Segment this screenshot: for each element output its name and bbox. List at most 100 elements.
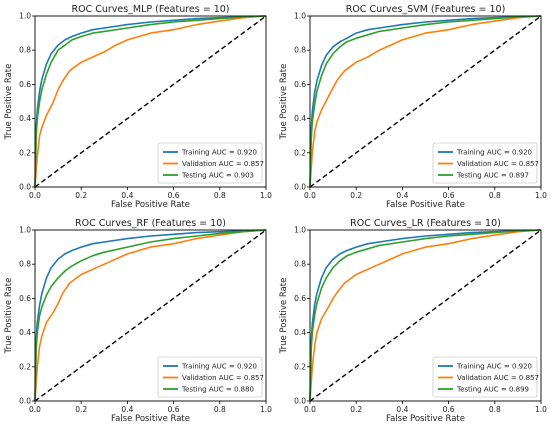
series-line-1: [309, 15, 542, 188]
y-tick-label: 0.6: [294, 80, 306, 89]
x-tick-label: 1.0: [260, 191, 272, 200]
legend-label-2: Testing AUC = 0.899: [456, 386, 529, 394]
x-axis-label: False Positive Rate: [111, 414, 190, 424]
x-tick-label: 0.2: [75, 405, 87, 414]
legend-label-1: Validation AUC = 0.857: [182, 374, 264, 382]
legend-box: [432, 142, 538, 184]
y-tick-label: 0.8: [19, 46, 31, 55]
series-line-2: [309, 229, 542, 402]
chart-title: ROC Curves_RF (Features = 10): [75, 218, 226, 229]
y-tick-label: 0.6: [19, 294, 31, 303]
roc-chart-svm: ROC Curves_SVM (Features = 10) 0.00.0 0.2 0…: [279, 4, 547, 210]
x-tick-label: 0.0: [29, 405, 41, 414]
plot-frame: [309, 15, 542, 188]
panel-rf: ROC Curves_RF (Features = 10) 0.0 0.0 0.2 0.…: [0, 214, 275, 432]
y-tick-label: 1.0: [294, 12, 306, 21]
series-line-1: [34, 15, 267, 188]
x-tick-label: 0.4: [396, 191, 408, 200]
series-line-0: [309, 15, 542, 188]
y-tick-label: 0.4: [19, 114, 31, 123]
plot-frame: [34, 229, 267, 402]
y-tick-label: 0.0: [294, 183, 306, 192]
y-tick-label: 1.0: [19, 226, 31, 235]
x-tick-label: 0.4: [396, 405, 408, 414]
x-tick-label: 0.0: [29, 191, 41, 200]
x-tick-label: 0.8: [214, 191, 226, 200]
legend-label-1: Validation AUC = 0.857: [182, 160, 264, 168]
x-tick-label: 0.0: [304, 405, 316, 414]
x-tick-label: 0.2: [350, 405, 362, 414]
y-tick-label: 0.0: [19, 183, 31, 192]
y-tick-label: 0.4: [294, 328, 306, 337]
y-axis-label: True Positive Rate: [279, 64, 289, 141]
y-tick-label: 0.6: [294, 294, 306, 303]
y-tick-label: 0.2: [19, 362, 31, 371]
x-tick-label: 0.6: [168, 191, 180, 200]
y-tick-label: 0.2: [294, 148, 306, 157]
x-tick-label: 0.4: [121, 405, 133, 414]
x-axis-label: False Positive Rate: [386, 200, 465, 210]
series-line-2: [309, 15, 542, 188]
y-tick-label: 0.4: [294, 114, 306, 123]
y-tick-label: 0.2: [19, 148, 31, 157]
x-tick-label: 0.2: [350, 191, 362, 200]
roc-chart-mlp: ROC Curves_MLP (Features = 10) 0.00.0 0.2 0…: [4, 4, 272, 210]
legend-box: [157, 356, 263, 398]
roc-chart-lr: ROC Curves_LR (Features = 10) 0.00.0 0.2 0.…: [279, 218, 547, 424]
series-line-1: [34, 229, 267, 402]
y-tick-label: 0.2: [294, 362, 306, 371]
series-line-2: [34, 15, 267, 188]
chart-title: ROC Curves_MLP (Features = 10): [71, 4, 229, 15]
x-tick-label: 0.8: [489, 191, 501, 200]
x-tick-label: 0.8: [214, 405, 226, 414]
legend-label-0: Training AUC = 0.920: [181, 363, 257, 371]
series-line-0: [309, 229, 542, 402]
x-tick-label: 0.4: [121, 191, 133, 200]
legend-label-2: Testing AUC = 0.903: [181, 172, 254, 180]
y-tick-label: 0.0: [19, 397, 31, 406]
x-tick-label: 0.0: [304, 191, 316, 200]
panel-lr: ROC Curves_LR (Features = 10) 0.0 0.0 0.2 0.…: [275, 214, 550, 432]
y-tick-label: 0.8: [294, 260, 306, 269]
x-tick-label: 1.0: [535, 191, 547, 200]
x-axis-label: False Positive Rate: [111, 200, 190, 210]
x-tick-label: 0.6: [443, 405, 455, 414]
legend-label-0: Training AUC = 0.920: [456, 363, 532, 371]
legend-label-1: Validation AUC = 0.857: [457, 160, 539, 168]
x-axis-label: False Positive Rate: [386, 414, 465, 424]
series-line-0: [34, 15, 267, 188]
y-tick-label: 0.6: [19, 80, 31, 89]
series-line-0: [34, 229, 267, 402]
x-tick-label: 1.0: [535, 405, 547, 414]
x-tick-label: 0.2: [75, 191, 87, 200]
panel-mlp: ROC Curves_MLP (Features = 10) 0.0 0.0 0.2 0…: [0, 0, 275, 218]
plot-frame: [34, 15, 267, 188]
legend-box: [157, 142, 263, 184]
y-tick-label: 1.0: [19, 12, 31, 21]
y-axis-label: True Positive Rate: [4, 64, 14, 141]
y-tick-label: 1.0: [294, 226, 306, 235]
y-tick-label: 0.4: [19, 328, 31, 337]
x-tick-label: 1.0: [260, 405, 272, 414]
plot-frame: [309, 229, 542, 402]
legend-label-0: Training AUC = 0.920: [181, 149, 257, 157]
x-tick-label: 0.6: [443, 191, 455, 200]
panel-svm: ROC Curves_SVM (Features = 10) 0.0 0.0 0.2 0…: [275, 0, 550, 218]
x-tick-label: 0.6: [168, 405, 180, 414]
legend-label-2: Testing AUC = 0.897: [456, 172, 529, 180]
chart-title: ROC Curves_LR (Features = 10): [350, 218, 501, 229]
series-line-1: [309, 229, 542, 402]
series-line-2: [34, 229, 267, 402]
y-tick-label: 0.0: [294, 397, 306, 406]
y-axis-label: True Positive Rate: [4, 278, 14, 355]
y-tick-label: 0.8: [294, 46, 306, 55]
legend-label-1: Validation AUC = 0.857: [457, 374, 539, 382]
legend-box: [432, 356, 538, 398]
chart-title: ROC Curves_SVM (Features = 10): [346, 4, 506, 15]
y-axis-label: True Positive Rate: [279, 278, 289, 355]
roc-chart-rf: ROC Curves_RF (Features = 10) 0.00.0 0.2 0.…: [4, 218, 272, 424]
x-tick-label: 0.8: [489, 405, 501, 414]
y-tick-label: 0.8: [19, 260, 31, 269]
legend-label-2: Testing AUC = 0.880: [181, 386, 254, 394]
legend-label-0: Training AUC = 0.920: [456, 149, 532, 157]
